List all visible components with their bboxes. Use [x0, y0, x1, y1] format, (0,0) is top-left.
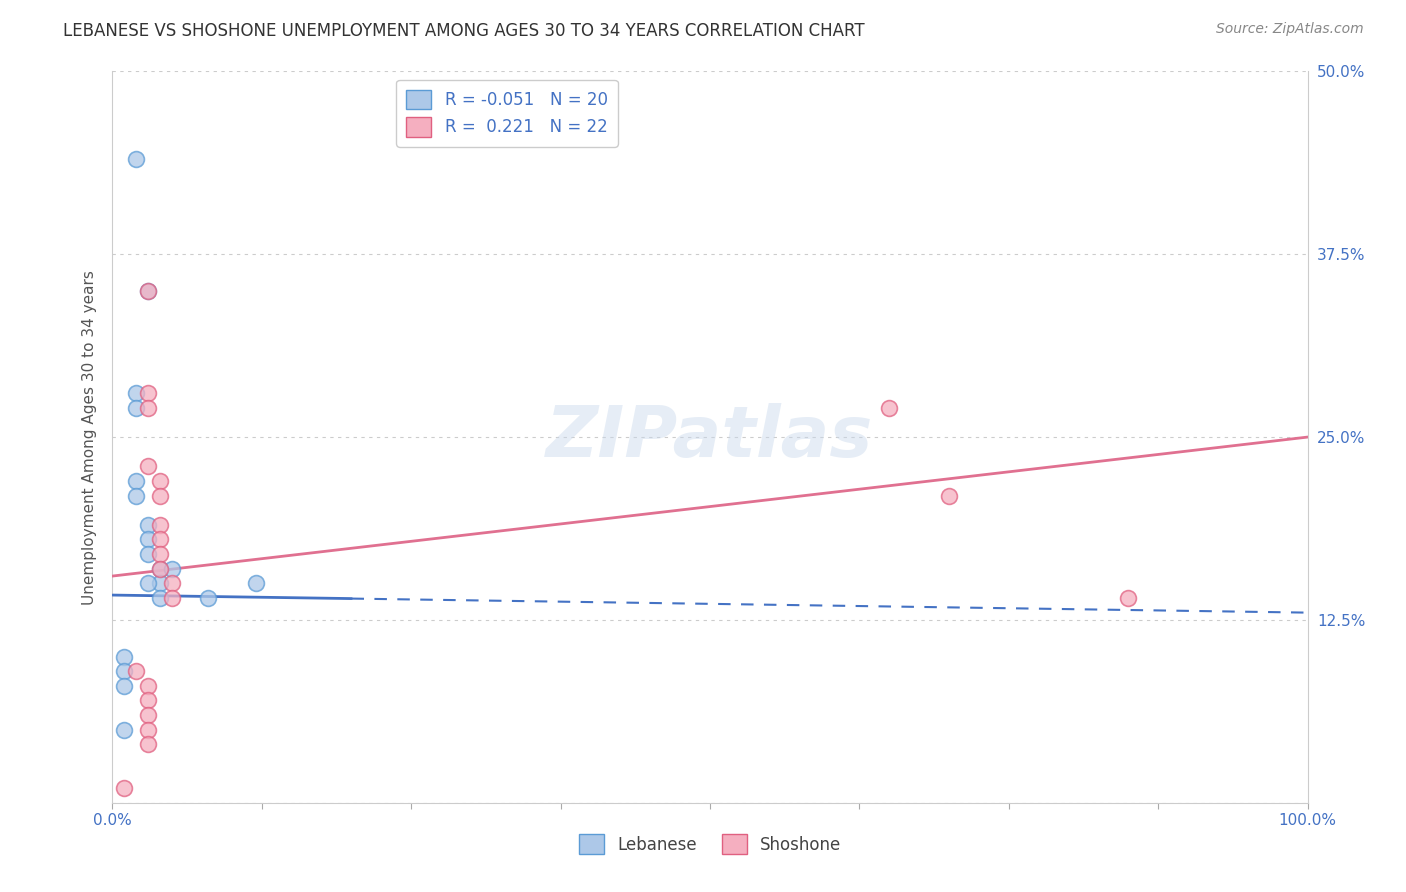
Point — [138, 679, 160, 693]
Point — [245, 576, 267, 591]
Y-axis label: Unemployment Among Ages 30 to 34 years: Unemployment Among Ages 30 to 34 years — [82, 269, 97, 605]
Point — [125, 386, 148, 401]
Point — [162, 562, 183, 576]
Point — [197, 591, 219, 605]
Point — [138, 284, 160, 298]
Point — [138, 386, 160, 401]
Point — [138, 547, 160, 561]
Point — [125, 401, 148, 415]
Point — [125, 474, 148, 488]
Point — [114, 781, 135, 796]
Point — [138, 517, 160, 532]
Point — [125, 489, 148, 503]
Point — [138, 284, 160, 298]
Point — [125, 152, 148, 166]
Point — [149, 547, 172, 561]
Text: Source: ZipAtlas.com: Source: ZipAtlas.com — [1216, 22, 1364, 37]
Point — [138, 723, 160, 737]
Point — [149, 591, 172, 605]
Point — [114, 723, 135, 737]
Point — [114, 679, 135, 693]
Point — [138, 576, 160, 591]
Point — [149, 517, 172, 532]
Point — [138, 459, 160, 474]
Point — [149, 576, 172, 591]
Point — [162, 591, 183, 605]
Point — [125, 664, 148, 678]
Point — [938, 489, 960, 503]
Point — [149, 562, 172, 576]
Point — [879, 401, 901, 415]
Text: ZIPatlas: ZIPatlas — [547, 402, 873, 472]
Point — [138, 401, 160, 415]
Point — [149, 489, 172, 503]
Point — [149, 533, 172, 547]
Text: LEBANESE VS SHOSHONE UNEMPLOYMENT AMONG AGES 30 TO 34 YEARS CORRELATION CHART: LEBANESE VS SHOSHONE UNEMPLOYMENT AMONG … — [63, 22, 865, 40]
Point — [138, 533, 160, 547]
Point — [138, 737, 160, 751]
Point — [1118, 591, 1140, 605]
Legend: Lebanese, Shoshone: Lebanese, Shoshone — [572, 828, 848, 860]
Point — [114, 664, 135, 678]
Point — [149, 474, 172, 488]
Point — [114, 649, 135, 664]
Point — [162, 576, 183, 591]
Point — [138, 708, 160, 723]
Point — [149, 562, 172, 576]
Point — [138, 693, 160, 707]
